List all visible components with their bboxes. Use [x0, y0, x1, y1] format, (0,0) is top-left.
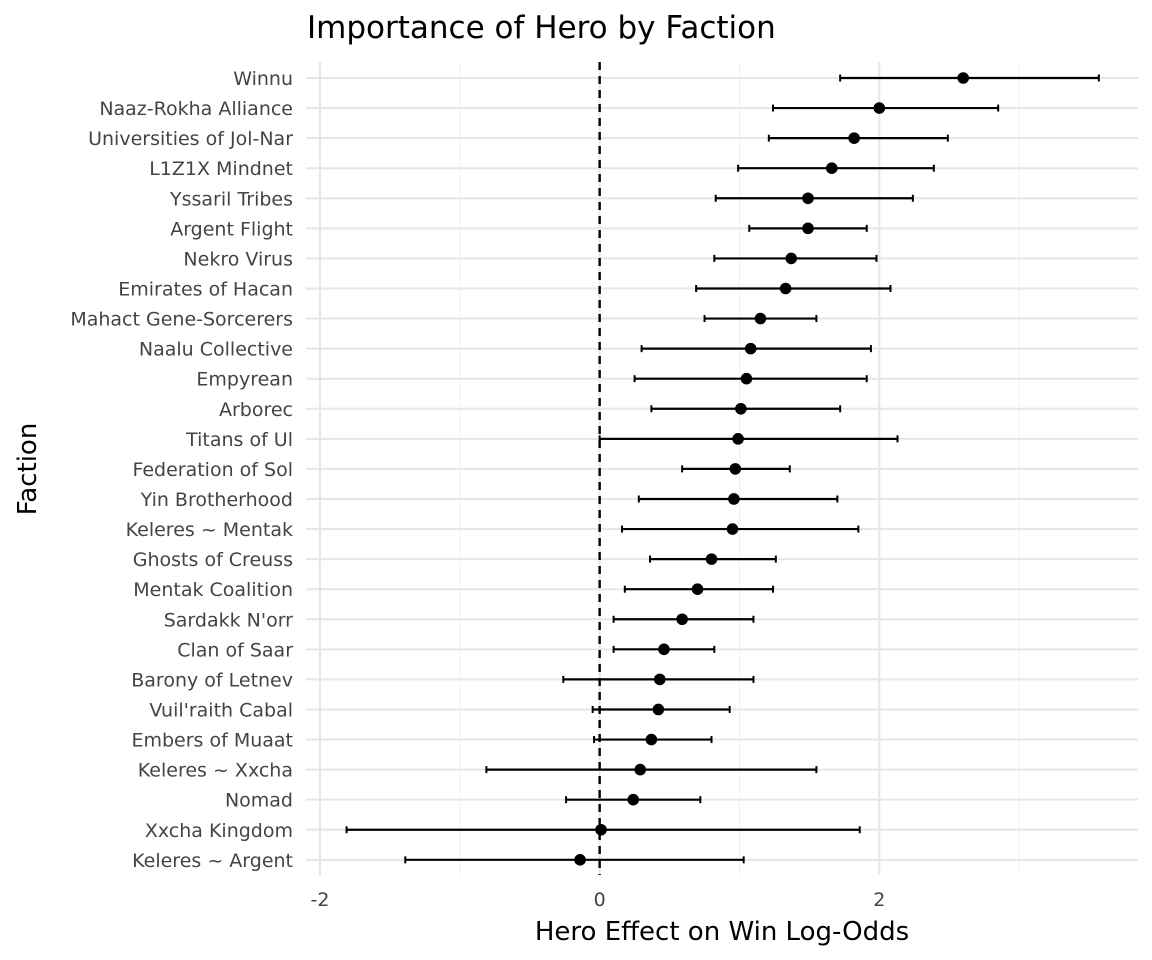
y-tick-label: Sardakk N'orr — [164, 609, 293, 631]
estimate-point — [658, 643, 670, 656]
x-tick-label: 2 — [873, 889, 885, 911]
y-tick-label: Vuil'raith Cabal — [149, 699, 293, 721]
estimate-point — [645, 733, 658, 746]
y-tick-label: Mentak Coalition — [133, 579, 293, 601]
estimate-point — [705, 553, 718, 565]
y-tick-label: Xxcha Kingdom — [145, 820, 293, 842]
y-axis-title: Faction — [13, 423, 43, 516]
faction-mark — [681, 463, 791, 475]
faction-mark — [591, 703, 731, 716]
faction-mark — [612, 613, 755, 626]
estimate-point — [802, 192, 814, 205]
y-tick-label: Mahact Gene-Sorcerers — [70, 309, 293, 331]
faction-mark — [767, 132, 949, 144]
estimate-point — [825, 162, 838, 175]
faction-mark — [598, 433, 899, 445]
estimate-point — [779, 282, 792, 295]
estimate-point — [574, 854, 586, 866]
faction-mark — [714, 192, 914, 205]
faction-mark — [404, 854, 745, 866]
faction-mark — [565, 793, 702, 806]
y-tick-label: Federation of Sol — [132, 459, 293, 481]
faction-mark — [648, 553, 777, 565]
faction-mark — [485, 763, 818, 776]
faction-mark — [640, 342, 872, 355]
faction-mark — [612, 643, 716, 656]
y-tick-label: Argent Flight — [170, 218, 293, 240]
y-tick-label: Naalu Collective — [139, 339, 293, 361]
x-tick-label: 0 — [594, 889, 606, 911]
y-tick-label: Yssaril Tribes — [169, 188, 293, 210]
estimate-point — [653, 673, 666, 686]
estimate-point — [691, 583, 704, 595]
x-axis-title: Hero Effect on Win Log-Odds — [535, 917, 909, 947]
estimate-point — [848, 132, 860, 144]
y-tick-label: Keleres ~ Xxcha — [138, 760, 293, 782]
y-tick-label: Clan of Saar — [177, 639, 293, 661]
y-tick-label: Nomad — [225, 790, 293, 812]
y-tick-label: Yin Brotherhood — [140, 489, 293, 511]
estimate-point — [735, 402, 747, 415]
faction-mark — [593, 733, 713, 746]
y-tick-label: Titans of Ul — [185, 429, 293, 451]
y-tick-label: Arborec — [219, 399, 293, 421]
faction-mark — [562, 673, 755, 686]
estimate-point — [729, 463, 742, 475]
estimate-point — [873, 102, 886, 114]
estimate-point — [728, 493, 740, 505]
faction-mark — [748, 222, 868, 235]
faction-mark — [621, 523, 860, 535]
faction-mark — [633, 372, 868, 385]
x-tick-label: -2 — [311, 889, 330, 911]
estimate-point — [802, 222, 814, 235]
estimate-point — [740, 372, 753, 385]
y-tick-label: Empyrean — [196, 369, 293, 391]
y-tick-label: L1Z1X Mindnet — [149, 158, 293, 180]
estimate-point — [676, 613, 688, 626]
y-tick-label: Embers of Muaat — [131, 730, 293, 752]
y-tick-label: Ghosts of Creuss — [133, 549, 293, 571]
data-marks — [345, 72, 1100, 866]
y-tick-label: Keleres ~ Argent — [132, 850, 293, 872]
faction-mark — [839, 72, 1100, 84]
y-tick-label: Winnu — [233, 68, 293, 90]
y-tick-label: Naaz-Rokha Alliance — [99, 98, 293, 120]
faction-mark — [772, 102, 1000, 114]
y-tick-label: Universities of Jol-Nar — [88, 128, 293, 150]
estimate-point — [726, 523, 739, 535]
estimate-point — [744, 342, 757, 355]
estimate-point — [634, 763, 646, 776]
estimate-point — [732, 433, 744, 445]
estimate-point — [754, 312, 767, 325]
estimate-point — [627, 793, 640, 806]
faction-mark — [345, 823, 861, 836]
faction-mark — [737, 162, 935, 175]
estimate-point — [785, 252, 798, 265]
y-tick-label: Barony of Letnev — [131, 669, 293, 691]
faction-mark — [713, 252, 878, 265]
y-tick-label: Emirates of Hacan — [118, 278, 293, 300]
chart-title: Importance of Hero by Faction — [307, 10, 776, 46]
faction-mark — [703, 312, 818, 325]
faction-mark — [650, 402, 842, 415]
y-tick-labels: Winnu Naaz-Rokha Alliance Universities of … — [70, 68, 293, 872]
x-tick-labels: -2 0 2 — [311, 889, 886, 911]
y-tick-label: Keleres ~ Mentak — [126, 519, 293, 541]
y-tick-label: Nekro Virus — [183, 248, 293, 270]
faction-mark — [637, 493, 839, 505]
estimate-point — [652, 703, 665, 716]
estimate-point — [595, 823, 607, 836]
faction-mark — [695, 282, 892, 295]
faction-mark — [623, 583, 775, 595]
estimate-point — [957, 72, 970, 84]
